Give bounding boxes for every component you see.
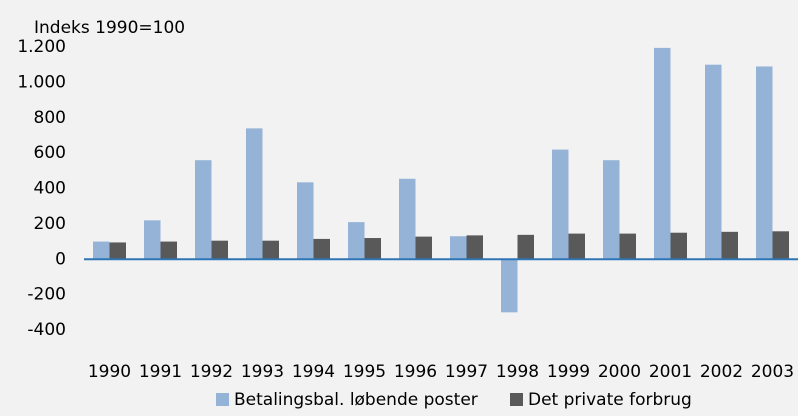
bar [246,128,263,260]
bar [705,64,722,260]
y-tick-label: 1.200 [17,37,66,57]
bar [756,66,773,260]
x-tick-label: 1995 [343,362,386,382]
y-tick-label: 200 [34,214,66,234]
bar [568,233,585,260]
bar [415,236,432,260]
x-tick-label: 1991 [139,362,182,382]
bar [144,220,161,260]
y-tick-label: 0 [55,249,66,269]
bar [450,236,467,260]
y-tick-label: 600 [34,143,66,163]
bar [399,178,416,260]
y-tick-label: 400 [34,179,66,199]
bar [654,47,671,260]
bar [297,182,314,260]
bar [466,235,483,260]
bar [772,231,789,260]
bar [195,160,212,260]
x-tick-label: 1998 [496,362,539,382]
legend-swatch [216,393,229,406]
x-tick-label: 1997 [445,362,488,382]
bar [364,238,381,260]
bar [670,232,687,260]
x-tick-label: 1993 [241,362,284,382]
x-tick-label: 2001 [649,362,692,382]
y-tick-label: 800 [34,108,66,128]
y-tick-label: -400 [27,320,66,340]
legend-swatch [510,393,523,406]
x-tick-label: 1994 [292,362,335,382]
bar [721,231,738,260]
bar [552,149,569,260]
bar [160,241,177,260]
bar [619,233,636,260]
bar [517,234,534,260]
bar [93,241,110,260]
bar [603,160,620,260]
x-tick-label: 1999 [547,362,590,382]
legend-label: Betalingsbal. løbende poster [234,390,478,410]
x-tick-label: 1996 [394,362,437,382]
y-axis-label: Indeks 1990=100 [34,18,185,38]
x-tick-label: 2003 [751,362,794,382]
x-tick-label: 1990 [88,362,131,382]
bar [262,240,279,260]
bar [501,259,518,313]
y-tick-label: -200 [27,285,66,305]
legend-label: Det private forbrug [528,390,692,410]
x-tick-label: 1992 [190,362,233,382]
x-tick-label: 2000 [598,362,641,382]
x-tick-label: 2002 [700,362,743,382]
bar [109,242,126,260]
bar [348,222,365,260]
bar [313,238,330,260]
bar [211,240,228,260]
y-tick-label: 1.000 [17,72,66,92]
